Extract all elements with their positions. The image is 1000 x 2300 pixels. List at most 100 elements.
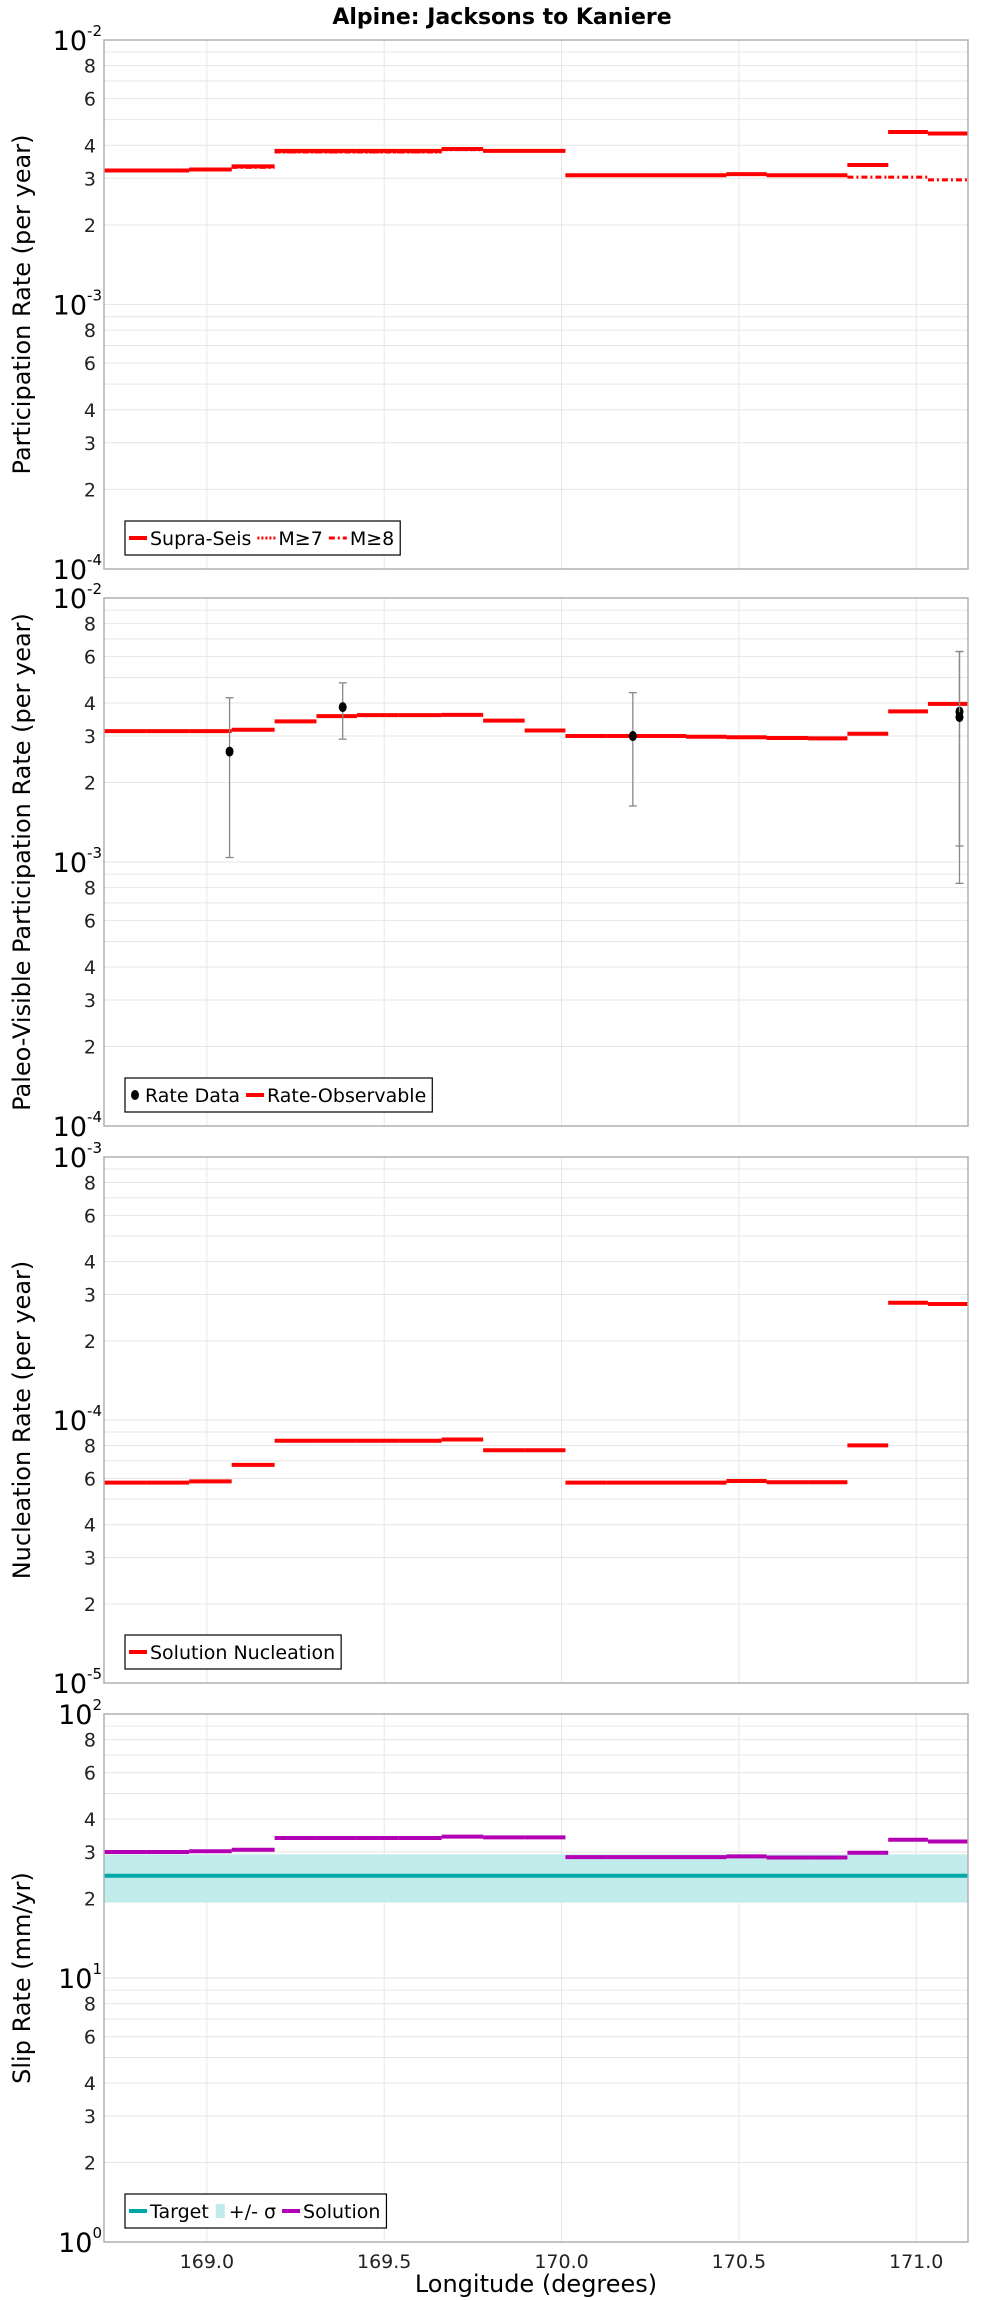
chart-title: Alpine: Jacksons to Kaniere xyxy=(332,5,671,30)
tick-exponent: -3 xyxy=(87,1139,102,1157)
legend-label: Target xyxy=(149,2201,209,2223)
x-tick-label: 170.5 xyxy=(712,2251,766,2273)
rate-data-point xyxy=(225,746,234,757)
y-tick-label: 4 xyxy=(84,1809,96,1831)
y-tick-label: 6 xyxy=(84,1763,96,1785)
y-tick-label: 2 xyxy=(84,1889,96,1911)
y-tick-label: 2 xyxy=(84,215,96,237)
y-tick-label: 8 xyxy=(84,1172,96,1194)
plot-frame xyxy=(103,39,969,570)
tick-exponent: -5 xyxy=(87,1665,102,1683)
tick-base: 10 xyxy=(58,2228,92,2259)
x-tick-label: 169.0 xyxy=(180,2251,234,2273)
tick-base: 10 xyxy=(53,555,87,586)
series-solution-nucleation xyxy=(104,1300,968,1485)
y-tick-label: 3 xyxy=(84,1842,96,1864)
y-tick-label: 3 xyxy=(84,726,96,748)
tick-base: 10 xyxy=(53,584,87,615)
y-tick-label-major: 10-2 xyxy=(53,22,102,57)
y-tick-label: 8 xyxy=(84,1730,96,1752)
legend-label: Solution Nucleation xyxy=(150,1642,335,1664)
x-tick-label: 171.0 xyxy=(889,2251,943,2273)
y-tick-label-major: 10-4 xyxy=(53,1402,102,1437)
y-tick-label: 4 xyxy=(84,1515,96,1537)
legend-box xyxy=(124,1634,342,1670)
y-axis-label: Paleo-Visible Participation Rate (per ye… xyxy=(8,613,36,1111)
x-tick-label: 170.0 xyxy=(534,2251,588,2273)
tick-base: 10 xyxy=(53,1669,87,1700)
legend-box xyxy=(124,1077,433,1113)
y-tick-label: 3 xyxy=(84,2106,96,2128)
y-tick-label: 8 xyxy=(84,1994,96,2016)
tick-exponent: -2 xyxy=(87,22,102,40)
y-tick-label: 8 xyxy=(84,878,96,900)
y-tick-label: 2 xyxy=(84,479,96,501)
y-tick-label: 3 xyxy=(84,168,96,190)
legend-label: Solution xyxy=(303,2201,380,2223)
tick-exponent: -4 xyxy=(87,1108,102,1126)
y-tick-label-major: 10-4 xyxy=(53,551,102,586)
legend-label: +/- σ xyxy=(229,2201,276,2223)
x-axis-label: Longitude (degrees) xyxy=(415,2270,657,2298)
y-tick-label: 4 xyxy=(84,693,96,715)
x-tick-label: 169.5 xyxy=(357,2251,411,2273)
legend: Target +/- σ Solution xyxy=(124,2193,388,2229)
tick-base: 10 xyxy=(53,26,87,57)
y-tick-label: 2 xyxy=(84,773,96,795)
y-tick-label: 4 xyxy=(84,400,96,422)
legend-label: Rate Data xyxy=(145,1085,240,1107)
y-tick-label: 4 xyxy=(84,957,96,979)
legend-label: M≥7 xyxy=(278,528,322,550)
y-tick-label-major: 10-3 xyxy=(53,844,102,879)
plot-frame xyxy=(103,597,969,1127)
y-tick-label: 6 xyxy=(84,353,96,375)
series-solution xyxy=(104,1834,968,1860)
rate-data-point xyxy=(955,712,964,723)
y-tick-label-major: 100 xyxy=(58,2224,102,2259)
tick-exponent: -4 xyxy=(87,551,102,569)
sigma-band xyxy=(104,1854,968,1903)
y-tick-label: 3 xyxy=(84,433,96,455)
tick-exponent: -2 xyxy=(87,580,102,598)
plot-frame xyxy=(103,1156,969,1684)
series-m-8 xyxy=(104,148,968,182)
legend-label: Supra-Seis xyxy=(150,528,251,550)
y-tick-label: 3 xyxy=(84,1285,96,1307)
y-tick-label: 4 xyxy=(84,2073,96,2095)
legend-marker-band xyxy=(215,2204,225,2218)
y-tick-label: 3 xyxy=(84,1548,96,1570)
y-tick-label-major: 10-5 xyxy=(53,1665,102,1700)
rate-data-point xyxy=(628,731,637,742)
tick-exponent: -4 xyxy=(87,1402,102,1420)
tick-exponent: -3 xyxy=(87,287,102,305)
y-tick-label: 6 xyxy=(84,89,96,111)
y-tick-label: 4 xyxy=(84,135,96,157)
y-tick-label: 4 xyxy=(84,1252,96,1274)
y-tick-label: 2 xyxy=(84,1037,96,1059)
y-tick-label-major: 102 xyxy=(58,1696,102,1731)
y-tick-label: 6 xyxy=(84,911,96,933)
y-tick-label-major: 10-3 xyxy=(53,1139,102,1174)
tick-base: 10 xyxy=(58,1700,92,1731)
y-axis-label: Participation Rate (per year) xyxy=(8,135,36,475)
y-tick-label: 3 xyxy=(84,990,96,1012)
y-tick-label-major: 10-4 xyxy=(53,1108,102,1143)
tick-base: 10 xyxy=(53,1143,87,1174)
legend: Supra-Seis M≥7 M≥8 xyxy=(124,520,401,556)
y-axis-label: Nucleation Rate (per year) xyxy=(8,1261,36,1580)
tick-exponent: 1 xyxy=(92,1960,102,1978)
tick-base: 10 xyxy=(53,1112,87,1143)
tick-base: 10 xyxy=(53,291,87,322)
series-rate-observable xyxy=(104,701,968,741)
y-tick-label: 8 xyxy=(84,1435,96,1457)
legend: Rate Data Rate-Observable xyxy=(124,1077,433,1113)
y-tick-label: 8 xyxy=(84,320,96,342)
tick-exponent: 0 xyxy=(92,2224,102,2242)
tick-base: 10 xyxy=(53,1406,87,1437)
legend-label: M≥8 xyxy=(350,528,394,550)
